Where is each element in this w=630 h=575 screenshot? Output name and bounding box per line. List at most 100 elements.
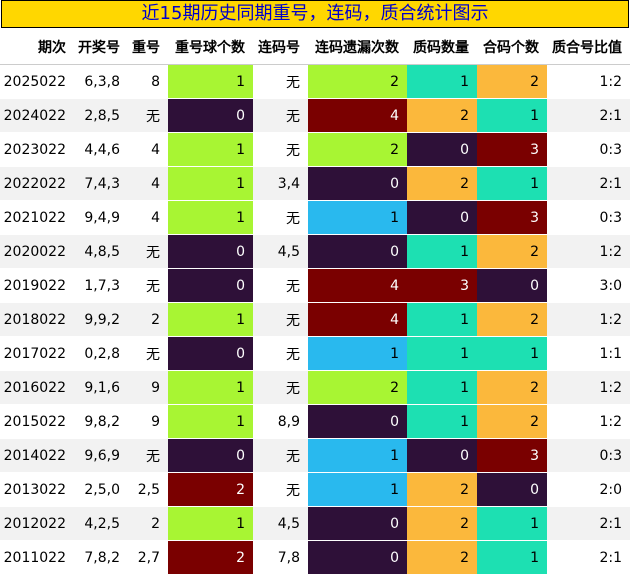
consec-miss-header: 连码遗漏次数 (308, 30, 407, 65)
table-row: 2011022 7,8,2 2,7 2 7,8 0 2 1 2:1 (0, 540, 630, 575)
prime-count-cell: 1 (407, 370, 477, 405)
numbers-cell: 0,2,8 (74, 336, 128, 371)
period-cell: 2017022 (0, 336, 74, 371)
consec-cell: 无 (253, 98, 308, 133)
prime-count-cell: 0 (407, 200, 477, 235)
composite-count-cell: 2 (477, 404, 547, 439)
repeat-header: 重号 (128, 30, 168, 65)
repeat-count-cell: 0 (168, 234, 253, 269)
repeat-count-cell: 1 (168, 506, 253, 541)
repeat-count-cell: 1 (168, 132, 253, 167)
repeat-count-header: 重号球个数 (168, 30, 253, 65)
consec-cell: 无 (253, 268, 308, 303)
table-row: 2013022 2,5,0 2,5 2 无 1 2 0 2:0 (0, 472, 630, 507)
table-row: 2022022 7,4,3 4 1 3,4 0 2 1 2:1 (0, 166, 630, 201)
period-header: 期次 (0, 30, 74, 65)
ratio-cell: 0:3 (547, 200, 630, 235)
ratio-cell: 2:1 (547, 166, 630, 201)
numbers-cell: 9,4,9 (74, 200, 128, 235)
ratio-cell: 1:2 (547, 302, 630, 337)
numbers-cell: 2,5,0 (74, 472, 128, 507)
ratio-cell: 0:3 (547, 132, 630, 167)
consec-cell: 4,5 (253, 506, 308, 541)
prime-count-cell: 1 (407, 234, 477, 269)
period-cell: 2016022 (0, 370, 74, 405)
numbers-cell: 6,3,8 (74, 64, 128, 99)
repeat-cell: 无 (128, 438, 168, 473)
period-cell: 2023022 (0, 132, 74, 167)
repeat-count-cell: 1 (168, 302, 253, 337)
composite-count-cell: 2 (477, 234, 547, 269)
consec-miss-cell: 2 (308, 64, 407, 99)
consec-miss-cell: 4 (308, 302, 407, 337)
table-row: 2017022 0,2,8 无 0 无 1 1 1 1:1 (0, 336, 630, 371)
consec-cell: 8,9 (253, 404, 308, 439)
consec-cell: 4,5 (253, 234, 308, 269)
consec-cell: 无 (253, 472, 308, 507)
period-cell: 2019022 (0, 268, 74, 303)
period-cell: 2014022 (0, 438, 74, 473)
ratio-cell: 3:0 (547, 268, 630, 303)
table-row: 2018022 9,9,2 2 1 无 4 1 2 1:2 (0, 302, 630, 337)
repeat-cell: 无 (128, 268, 168, 303)
consec-miss-cell: 1 (308, 472, 407, 507)
numbers-cell: 4,2,5 (74, 506, 128, 541)
consec-cell: 无 (253, 302, 308, 337)
repeat-cell: 4 (128, 166, 168, 201)
ratio-cell: 1:2 (547, 234, 630, 269)
composite-count-cell: 0 (477, 268, 547, 303)
numbers-cell: 9,8,2 (74, 404, 128, 439)
table-row: 2015022 9,8,2 9 1 8,9 0 1 2 1:2 (0, 404, 630, 439)
numbers-cell: 4,8,5 (74, 234, 128, 269)
repeat-cell: 9 (128, 404, 168, 439)
numbers-cell: 4,4,6 (74, 132, 128, 167)
prime-count-cell: 2 (407, 166, 477, 201)
consec-cell: 无 (253, 336, 308, 371)
consec-miss-cell: 1 (308, 438, 407, 473)
table-row: 2019022 1,7,3 无 0 无 4 3 0 3:0 (0, 268, 630, 303)
composite-count-cell: 1 (477, 166, 547, 201)
composite-count-cell: 3 (477, 438, 547, 473)
ratio-cell: 1:2 (547, 370, 630, 405)
period-cell: 2025022 (0, 64, 74, 99)
prime-count-cell: 1 (407, 336, 477, 371)
prime-count-cell: 1 (407, 302, 477, 337)
period-cell: 2021022 (0, 200, 74, 235)
prime-count-cell: 2 (407, 472, 477, 507)
repeat-count-cell: 2 (168, 540, 253, 575)
repeat-cell: 2,5 (128, 472, 168, 507)
prime-count-cell: 2 (407, 506, 477, 541)
consec-miss-cell: 0 (308, 234, 407, 269)
repeat-cell: 2 (128, 302, 168, 337)
numbers-cell: 9,1,6 (74, 370, 128, 405)
repeat-count-cell: 0 (168, 438, 253, 473)
repeat-cell: 8 (128, 64, 168, 99)
period-cell: 2013022 (0, 472, 74, 507)
prime-count-cell: 0 (407, 132, 477, 167)
table-row: 2021022 9,4,9 4 1 无 1 0 3 0:3 (0, 200, 630, 235)
composite-count-cell: 1 (477, 98, 547, 133)
consec-miss-cell: 0 (308, 166, 407, 201)
prime-count-cell: 3 (407, 268, 477, 303)
repeat-count-cell: 1 (168, 64, 253, 99)
composite-count-cell: 3 (477, 200, 547, 235)
table-row: 2024022 2,8,5 无 0 无 4 2 1 2:1 (0, 98, 630, 133)
consec-cell: 无 (253, 438, 308, 473)
composite-count-cell: 1 (477, 506, 547, 541)
ratio-cell: 1:1 (547, 336, 630, 371)
consec-cell: 7,8 (253, 540, 308, 575)
repeat-count-cell: 1 (168, 200, 253, 235)
consec-miss-cell: 4 (308, 98, 407, 133)
consec-cell: 无 (253, 370, 308, 405)
table-row: 2025022 6,3,8 8 1 无 2 1 2 1:2 (0, 64, 630, 99)
period-cell: 2015022 (0, 404, 74, 439)
composite-count-cell: 3 (477, 132, 547, 167)
prime-count-cell: 2 (407, 98, 477, 133)
ratio-header: 质合号比值 (547, 30, 630, 65)
ratio-cell: 2:1 (547, 98, 630, 133)
numbers-header: 开奖号 (74, 30, 128, 65)
consec-cell: 无 (253, 200, 308, 235)
consec-miss-cell: 4 (308, 268, 407, 303)
consec-header: 连码号 (253, 30, 308, 65)
composite-count-cell: 1 (477, 336, 547, 371)
